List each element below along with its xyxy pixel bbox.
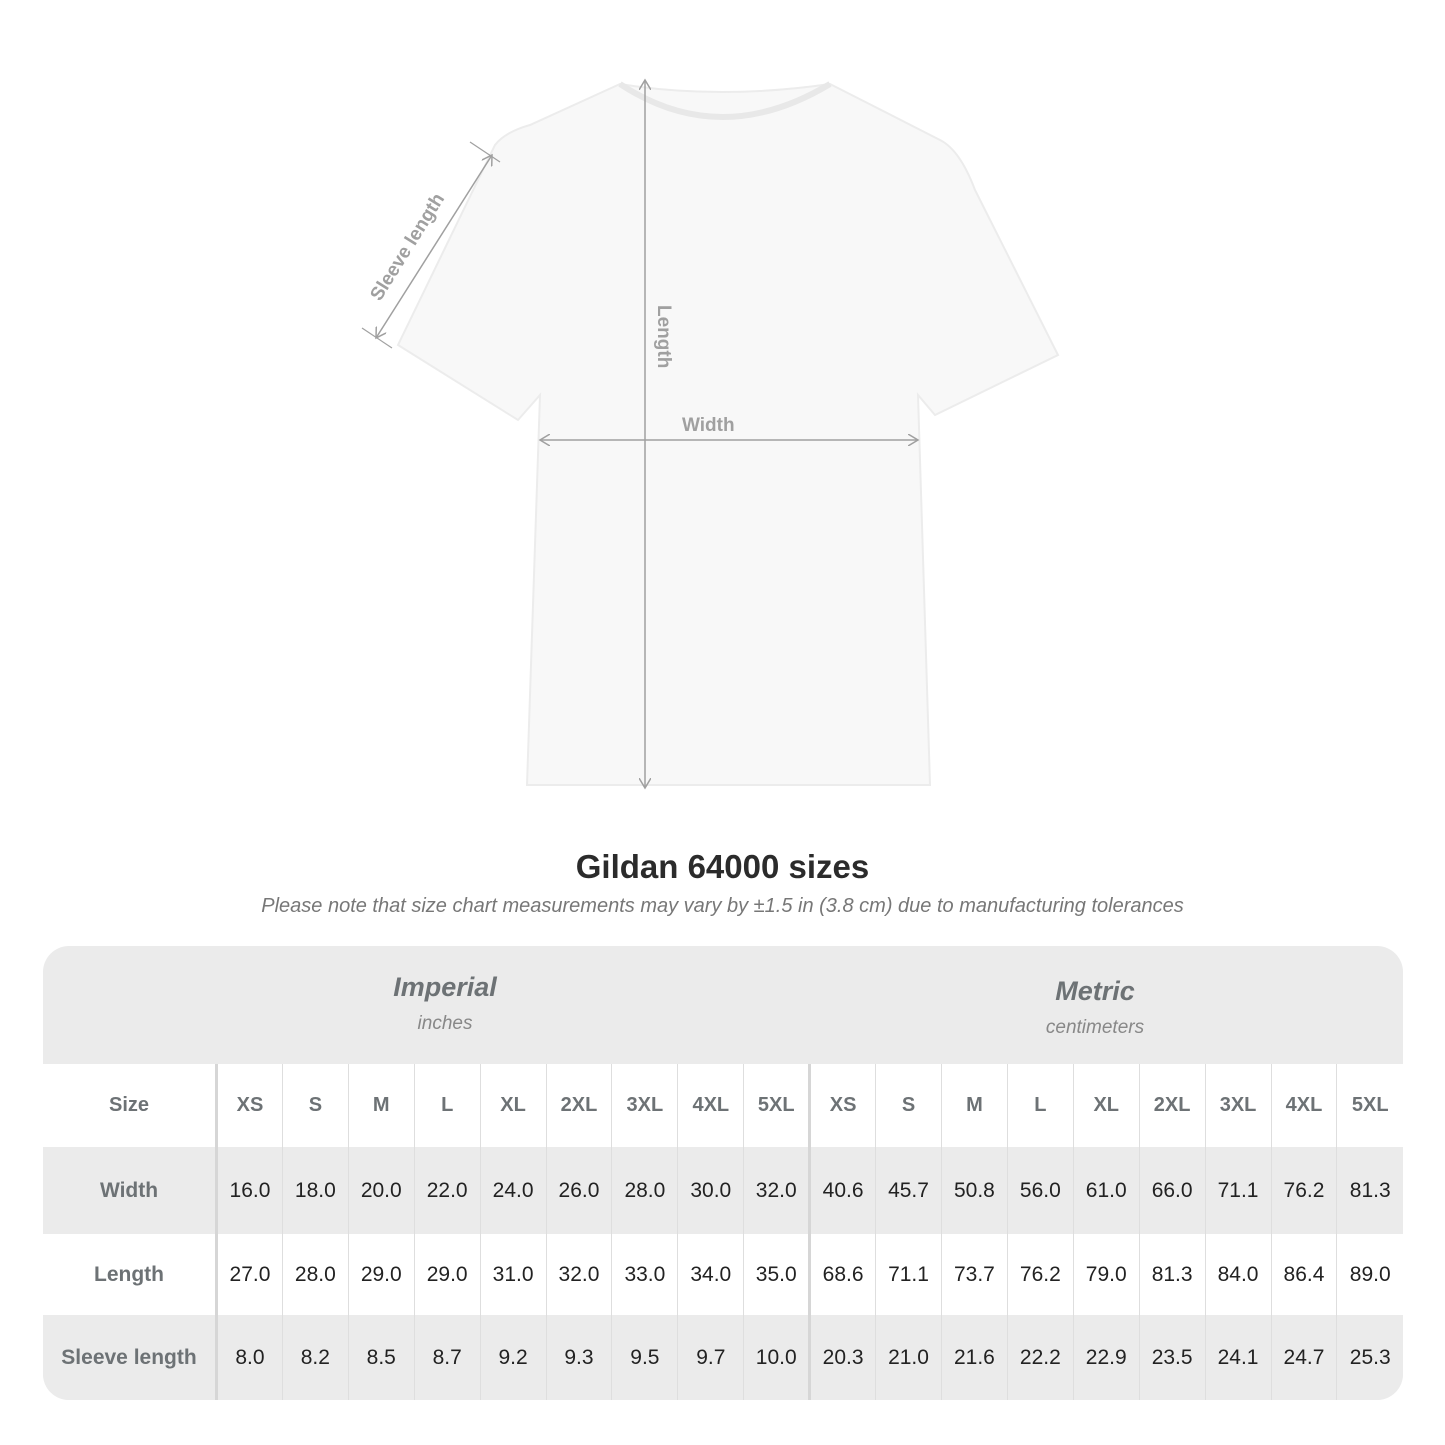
metric-value-cell: 73.7 <box>940 1234 1008 1315</box>
metric-value-cell: 71.1 <box>875 1234 942 1315</box>
imperial-value-cell: 8.0 <box>216 1315 283 1400</box>
imperial-size-header: S <box>281 1064 349 1147</box>
metric-value-cell: 22.2 <box>1006 1315 1074 1400</box>
imperial-value-cell: 27.0 <box>216 1234 283 1315</box>
imperial-value-cell: 30.0 <box>677 1147 744 1234</box>
metric-title: Metric <box>1055 976 1135 1006</box>
metric-size-header: 5XL <box>1336 1064 1403 1147</box>
metric-value-cell: 24.1 <box>1204 1315 1271 1400</box>
imperial-size-header: XL <box>479 1064 547 1147</box>
metric-unit: centimeters <box>1045 1017 1145 1038</box>
imperial-value-cell: 31.0 <box>479 1234 547 1315</box>
table-row: Width 16.0 18.0 20.0 22.0 24.0 26.0 28.0 30.0 32.… <box>43 1147 1403 1234</box>
metric-size-header: XL <box>1072 1064 1140 1147</box>
imperial-value-cell: 9.7 <box>677 1315 744 1400</box>
metric-size-header: 3XL <box>1204 1064 1271 1147</box>
table-row: Length 27.0 28.0 29.0 29.0 31.0 32.0 33.0 34.0 35… <box>43 1234 1403 1315</box>
imperial-value-cell: 32.0 <box>545 1234 612 1315</box>
imperial-value-cell: 35.0 <box>743 1234 810 1315</box>
size-table: Size XS S M L XL 2XL 3XL 4XL 5XL XS S M L XL 2XL 3XL 4XL 5… <box>43 1064 1403 1400</box>
metric-value-cell: 50.8 <box>940 1147 1008 1234</box>
imperial-value-cell: 20.0 <box>347 1147 415 1234</box>
metric-value-cell: 81.3 <box>1138 1234 1206 1315</box>
metric-value-cell: 81.3 <box>1336 1147 1403 1234</box>
size-chart: Imperial inches Metric centimeters Size X… <box>43 946 1403 1400</box>
row-label: Sleeve length <box>43 1315 218 1400</box>
tshirt-illustration: Width Length Sleeve length <box>361 0 1060 820</box>
imperial-value-cell: 8.7 <box>413 1315 481 1400</box>
page-title: Gildan 64000 sizes <box>575 848 870 885</box>
imperial-value-cell: 9.5 <box>611 1315 678 1400</box>
row-label: Length <box>43 1234 218 1315</box>
metric-value-cell: 76.2 <box>1270 1147 1337 1234</box>
imperial-value-cell: 28.0 <box>281 1234 349 1315</box>
imperial-value-cell: 8.2 <box>281 1315 349 1400</box>
metric-value-cell: 21.0 <box>875 1315 942 1400</box>
tolerance-note: Please note that size chart measurements… <box>261 895 1184 917</box>
imperial-unit: inches <box>417 1013 473 1034</box>
imperial-size-header: 5XL <box>743 1064 810 1147</box>
metric-value-cell: 61.0 <box>1072 1147 1140 1234</box>
metric-size-header: S <box>875 1064 942 1147</box>
metric-size-header: 2XL <box>1138 1064 1206 1147</box>
metric-value-cell: 22.9 <box>1072 1315 1140 1400</box>
imperial-value-cell: 18.0 <box>281 1147 349 1234</box>
metric-value-cell: 20.3 <box>808 1315 876 1400</box>
metric-value-cell: 79.0 <box>1072 1234 1140 1315</box>
imperial-value-cell: 26.0 <box>545 1147 612 1234</box>
metric-value-cell: 76.2 <box>1006 1234 1074 1315</box>
metric-size-header: 4XL <box>1270 1064 1337 1147</box>
imperial-value-cell: 10.0 <box>743 1315 810 1400</box>
metric-value-cell: 21.6 <box>940 1315 1008 1400</box>
imperial-size-header: M <box>347 1064 415 1147</box>
imperial-value-cell: 9.3 <box>545 1315 612 1400</box>
metric-value-cell: 68.6 <box>808 1234 876 1315</box>
table-row: Sleeve length 8.0 8.2 8.5 8.7 9.2 9.3 9.5 9.7 10.… <box>43 1315 1403 1400</box>
table-header-row: Size XS S M L XL 2XL 3XL 4XL 5XL XS S M L XL 2XL 3XL 4XL 5… <box>43 1064 1403 1147</box>
imperial-header: Imperial inches <box>215 946 675 1090</box>
metric-value-cell: 40.6 <box>808 1147 876 1234</box>
imperial-size-header: L <box>413 1064 481 1147</box>
sleeve-arrow <box>376 155 492 338</box>
size-header: Size <box>43 1064 218 1147</box>
imperial-value-cell: 28.0 <box>611 1147 678 1234</box>
metric-value-cell: 23.5 <box>1138 1315 1206 1400</box>
imperial-value-cell: 9.2 <box>479 1315 547 1400</box>
metric-value-cell: 89.0 <box>1336 1234 1403 1315</box>
metric-value-cell: 66.0 <box>1138 1147 1206 1234</box>
imperial-value-cell: 34.0 <box>677 1234 744 1315</box>
metric-size-header: XS <box>808 1064 876 1147</box>
metric-size-header: M <box>940 1064 1008 1147</box>
imperial-value-cell: 29.0 <box>347 1234 415 1315</box>
metric-value-cell: 86.4 <box>1270 1234 1337 1315</box>
length-label: Length <box>653 305 674 368</box>
imperial-value-cell: 22.0 <box>413 1147 481 1234</box>
metric-value-cell: 24.7 <box>1270 1315 1337 1400</box>
metric-value-cell: 84.0 <box>1204 1234 1271 1315</box>
imperial-value-cell: 24.0 <box>479 1147 547 1234</box>
imperial-value-cell: 8.5 <box>347 1315 415 1400</box>
imperial-size-header: 2XL <box>545 1064 612 1147</box>
metric-value-cell: 45.7 <box>875 1147 942 1234</box>
metric-size-header: L <box>1006 1064 1074 1147</box>
metric-value-cell: 71.1 <box>1204 1147 1271 1234</box>
imperial-size-header: 3XL <box>611 1064 678 1147</box>
metric-value-cell: 25.3 <box>1336 1315 1403 1400</box>
imperial-size-header: XS <box>216 1064 283 1147</box>
imperial-value-cell: 29.0 <box>413 1234 481 1315</box>
imperial-value-cell: 16.0 <box>216 1147 283 1234</box>
imperial-value-cell: 33.0 <box>611 1234 678 1315</box>
imperial-title: Imperial <box>393 972 497 1002</box>
imperial-value-cell: 32.0 <box>743 1147 810 1234</box>
row-label: Width <box>43 1147 218 1234</box>
width-label: Width <box>682 415 735 436</box>
imperial-size-header: 4XL <box>677 1064 744 1147</box>
metric-header: Metric centimeters <box>865 946 1325 1094</box>
metric-value-cell: 56.0 <box>1006 1147 1074 1234</box>
